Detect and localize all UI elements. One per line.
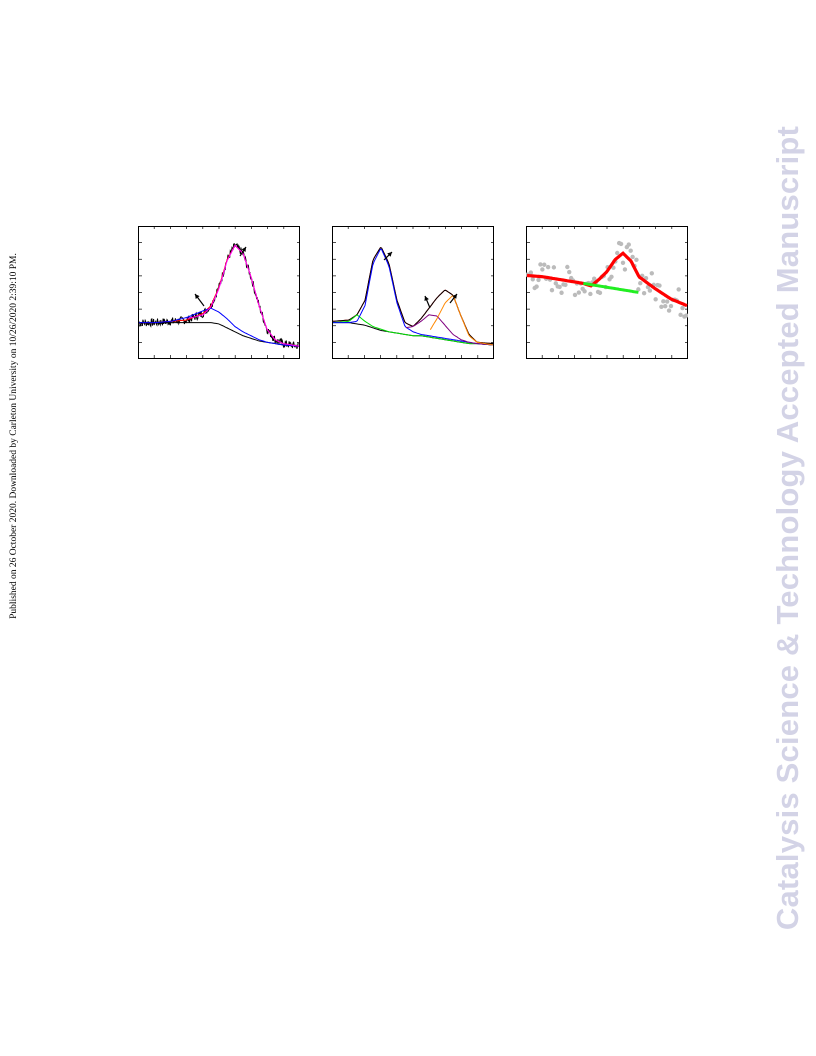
scatter-point — [676, 287, 681, 292]
scatter-point — [615, 250, 620, 256]
series-line-4 — [139, 307, 300, 347]
plot-frame — [526, 226, 688, 359]
chart-panel-3 — [526, 226, 688, 359]
journal-watermark-text: Catalysis Science & Technology Accepted … — [770, 125, 805, 931]
scatter-point — [678, 312, 683, 318]
series-line-5 — [333, 248, 494, 346]
scatter-point — [659, 304, 664, 309]
scatter-point — [626, 242, 631, 247]
chart-3 — [526, 226, 688, 359]
scatter-point — [611, 265, 616, 270]
scatter-point — [582, 289, 587, 294]
series-line-2 — [526, 251, 688, 308]
scatter-point — [638, 281, 643, 286]
series-line-5 — [187, 244, 300, 347]
series-line-6 — [405, 314, 494, 346]
scatter-point — [649, 271, 654, 276]
annotation-arrowhead — [387, 252, 392, 257]
annotation-arrowhead — [195, 294, 200, 299]
scatter-point — [572, 292, 578, 298]
scatter-point — [530, 277, 535, 282]
series-line-2 — [139, 244, 300, 347]
series-line-1 — [332, 247, 494, 345]
annotation-arrowhead — [241, 247, 246, 252]
scatter-point — [620, 260, 626, 265]
scatter-point — [538, 262, 543, 267]
scatter-point — [641, 290, 647, 296]
scatter-point — [630, 254, 635, 260]
scatter-point — [557, 284, 562, 290]
series-line-2 — [332, 247, 494, 345]
scatter-point — [534, 284, 539, 289]
scatter-point — [563, 282, 568, 288]
scatter-point — [634, 257, 639, 263]
annotation-arrowhead — [452, 294, 457, 299]
scatter-point — [549, 287, 555, 293]
scatter-point — [597, 290, 603, 296]
scatter-point — [609, 274, 614, 280]
scatter-point — [540, 267, 545, 272]
scatter-point — [636, 287, 641, 292]
scatter-point — [680, 305, 685, 311]
scatter-point — [576, 290, 582, 295]
chart-1 — [138, 226, 300, 359]
scatter-point — [628, 248, 633, 253]
plot-frame — [332, 226, 494, 359]
scatter-point — [559, 290, 564, 295]
scatter-point — [592, 276, 597, 281]
series-line-4 — [332, 314, 494, 346]
series-line-7 — [429, 295, 494, 346]
scatter-point — [647, 288, 653, 293]
scatter-point — [661, 299, 666, 304]
scatter-point — [536, 277, 541, 283]
scatter-point — [551, 265, 557, 270]
chart-2 — [332, 226, 494, 359]
scatter-point — [618, 241, 624, 247]
plot-frame — [138, 226, 300, 359]
scatter-point — [622, 267, 628, 272]
scatter-point — [545, 264, 551, 270]
scatter-point — [668, 303, 674, 309]
series-line-3 — [583, 281, 639, 294]
scatter-point — [664, 299, 670, 304]
chart-panel-2 — [332, 226, 494, 359]
scatter-point — [567, 269, 572, 275]
scatter-point — [663, 303, 668, 309]
scatter-point — [653, 297, 658, 302]
scatter-point — [657, 283, 662, 288]
scatter-point — [684, 313, 688, 318]
scatter-point — [588, 291, 593, 297]
download-notice-text: Published on 26 October 2020. Downloaded… — [9, 253, 19, 619]
scatter-point — [528, 270, 534, 275]
series-line-1 — [138, 242, 299, 349]
chart-panel-1 — [138, 226, 300, 359]
annotation-arrowhead — [424, 296, 429, 301]
scatter-point — [542, 262, 547, 267]
scatter-point — [666, 308, 672, 313]
scatter-point — [565, 264, 570, 270]
